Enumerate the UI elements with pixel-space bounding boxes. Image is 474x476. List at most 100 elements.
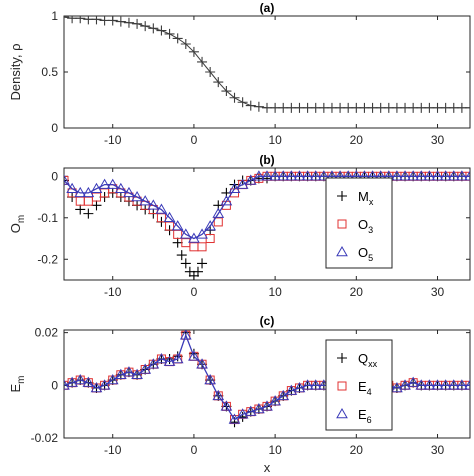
data-point — [228, 182, 241, 193]
data-point — [189, 242, 199, 252]
data-point — [228, 413, 241, 424]
data-point — [293, 381, 306, 393]
x-tick-label: -10 — [104, 285, 122, 299]
data-point — [269, 170, 281, 181]
series-line — [64, 175, 470, 240]
y-axis-label-sub: m — [16, 215, 27, 223]
data-point — [107, 16, 118, 26]
data-point — [301, 170, 314, 181]
panel-title: (c) — [260, 314, 275, 328]
data-point — [196, 228, 208, 239]
data-point — [253, 170, 265, 181]
data-point — [197, 242, 207, 252]
data-point — [407, 376, 420, 387]
y-axis-label-main: O — [8, 223, 23, 233]
legend-label-sub: 3 — [368, 225, 373, 235]
data-point — [220, 400, 233, 411]
legend-marker — [337, 353, 347, 363]
x-tick-label: 30 — [431, 133, 445, 147]
data-point — [465, 102, 470, 113]
data-point — [197, 258, 208, 269]
data-point — [197, 56, 208, 67]
data-point — [132, 18, 143, 29]
data-point — [277, 170, 290, 181]
data-point — [456, 170, 468, 181]
data-point — [74, 374, 87, 385]
legend-label: E6 — [358, 407, 372, 425]
legend-label-main: E — [358, 379, 367, 394]
data-point — [415, 379, 428, 390]
data-point — [66, 376, 78, 387]
data-point — [64, 16, 69, 23]
data-point — [148, 23, 159, 34]
data-point — [245, 100, 256, 111]
y-axis-label-main: E — [8, 384, 23, 393]
data-point — [75, 16, 86, 24]
legend-label: E4 — [358, 379, 372, 397]
legend-box — [325, 339, 393, 431]
data-point — [391, 381, 403, 393]
y-axis-label: Em — [8, 375, 27, 392]
data-point — [82, 186, 95, 198]
data-point — [196, 358, 208, 369]
legend-marker — [336, 407, 348, 419]
data-point — [277, 389, 290, 401]
data-point — [456, 379, 468, 390]
data-point — [262, 173, 272, 184]
data-point — [180, 39, 191, 49]
x-tick-label: 20 — [350, 443, 364, 457]
data-point — [399, 379, 411, 390]
data-point — [163, 211, 176, 223]
data-point — [229, 92, 240, 103]
y-tick-label: -0.1 — [37, 211, 58, 225]
legend-label-sub: 6 — [367, 415, 372, 425]
data-point — [317, 170, 330, 181]
data-point — [236, 408, 249, 419]
data-point — [253, 403, 265, 414]
data-point — [114, 182, 127, 193]
data-point — [82, 376, 95, 387]
data-point — [156, 213, 166, 223]
data-point — [212, 207, 225, 218]
data-point — [205, 67, 216, 77]
plot-frame — [63, 167, 471, 281]
data-point — [171, 352, 184, 364]
data-point — [90, 381, 103, 393]
data-point — [171, 220, 184, 231]
legend-label-sub: 5 — [368, 253, 373, 263]
data-point — [139, 195, 152, 206]
data-point — [155, 203, 168, 214]
legend-label: Qxx — [358, 351, 378, 369]
legend-marker — [336, 245, 348, 257]
data-point — [447, 379, 460, 390]
legend-label-sub: xx — [368, 359, 378, 369]
legend-label: Mx — [358, 189, 374, 207]
data-point — [220, 195, 233, 206]
data-point — [74, 186, 87, 198]
data-point — [123, 366, 135, 377]
y-tick-label: 0.5 — [41, 65, 58, 79]
data-point — [407, 170, 420, 181]
y-tick-label: 0.02 — [35, 326, 59, 340]
legend: Mx O3 O5 — [325, 177, 393, 269]
data-point — [98, 178, 111, 189]
legend-label-main: O — [358, 245, 368, 260]
data-point — [176, 250, 187, 261]
panel-title: (b) — [259, 153, 274, 167]
data-point — [106, 374, 119, 385]
data-point — [75, 196, 85, 206]
panel-title: (a) — [260, 1, 275, 15]
data-point — [212, 389, 225, 401]
legend-marker — [337, 219, 347, 229]
data-point — [172, 237, 183, 248]
y-tick-label: 0 — [51, 169, 58, 183]
x-axis-label: x — [264, 460, 271, 475]
data-point — [64, 379, 70, 390]
legend-label: O3 — [358, 217, 373, 235]
legend-marker — [337, 381, 347, 391]
data-point — [115, 16, 126, 27]
data-point — [91, 16, 102, 25]
plot-area — [64, 16, 470, 113]
